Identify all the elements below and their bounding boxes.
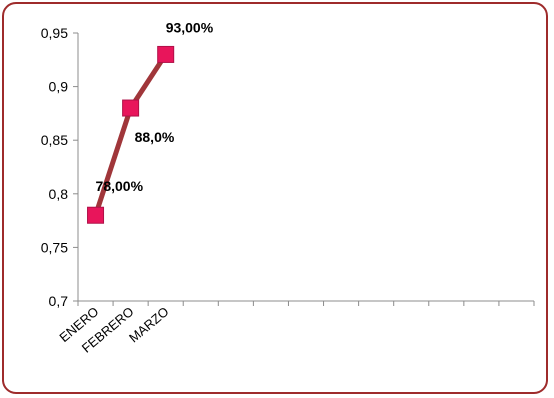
data-point-marker[interactable] <box>87 206 105 224</box>
data-label: 88,0% <box>135 129 175 145</box>
data-label: 93,00% <box>166 19 214 35</box>
y-tick-label: 0,95 <box>41 25 68 41</box>
y-tick-label: 0,8 <box>49 186 69 202</box>
chart-frame <box>2 2 548 394</box>
y-tick-label: 0,75 <box>41 239 68 255</box>
x-category-label: MARZO <box>126 304 172 346</box>
data-point-marker[interactable] <box>157 45 175 63</box>
data-point-marker[interactable] <box>122 99 140 117</box>
data-label: 78,00% <box>96 178 144 194</box>
y-tick-label: 0,7 <box>49 293 69 309</box>
y-tick-label: 0,9 <box>49 79 69 95</box>
y-tick-label: 0,85 <box>41 132 68 148</box>
